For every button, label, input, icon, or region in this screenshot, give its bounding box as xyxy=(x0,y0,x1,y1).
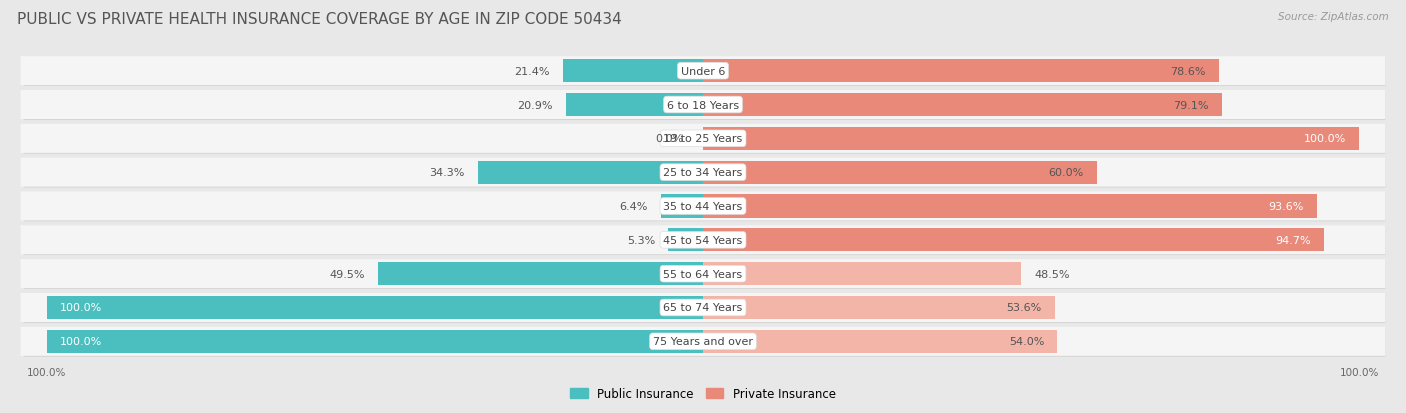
Text: 25 to 34 Years: 25 to 34 Years xyxy=(664,168,742,178)
FancyBboxPatch shape xyxy=(21,91,1385,120)
FancyBboxPatch shape xyxy=(24,159,1385,188)
Text: 34.3%: 34.3% xyxy=(429,168,465,178)
Text: 19 to 25 Years: 19 to 25 Years xyxy=(664,134,742,144)
FancyBboxPatch shape xyxy=(24,192,1385,222)
Text: 21.4%: 21.4% xyxy=(515,66,550,76)
Bar xyxy=(46,330,703,353)
FancyBboxPatch shape xyxy=(24,91,1385,121)
Bar xyxy=(703,161,1097,184)
Text: 53.6%: 53.6% xyxy=(1007,303,1042,313)
Text: 60.0%: 60.0% xyxy=(1049,168,1084,178)
Text: 35 to 44 Years: 35 to 44 Years xyxy=(664,202,742,211)
FancyBboxPatch shape xyxy=(24,260,1385,289)
FancyBboxPatch shape xyxy=(21,327,1385,356)
Text: 75 Years and over: 75 Years and over xyxy=(652,337,754,347)
Bar xyxy=(703,60,1219,83)
FancyBboxPatch shape xyxy=(21,57,1385,86)
Text: Source: ZipAtlas.com: Source: ZipAtlas.com xyxy=(1278,12,1389,22)
Bar xyxy=(703,195,1317,218)
Bar xyxy=(378,263,703,285)
Text: Under 6: Under 6 xyxy=(681,66,725,76)
Bar xyxy=(565,94,703,117)
Text: 100.0%: 100.0% xyxy=(60,303,103,313)
Text: PUBLIC VS PRIVATE HEALTH INSURANCE COVERAGE BY AGE IN ZIP CODE 50434: PUBLIC VS PRIVATE HEALTH INSURANCE COVER… xyxy=(17,12,621,27)
Bar xyxy=(668,229,703,252)
Bar xyxy=(703,263,1021,285)
Text: 49.5%: 49.5% xyxy=(329,269,366,279)
Text: 65 to 74 Years: 65 to 74 Years xyxy=(664,303,742,313)
FancyBboxPatch shape xyxy=(21,293,1385,322)
Text: 79.1%: 79.1% xyxy=(1174,100,1209,110)
Text: 100.0%: 100.0% xyxy=(1303,134,1346,144)
Text: 6.4%: 6.4% xyxy=(620,202,648,211)
FancyBboxPatch shape xyxy=(24,328,1385,357)
Legend: Public Insurance, Private Insurance: Public Insurance, Private Insurance xyxy=(565,382,841,405)
FancyBboxPatch shape xyxy=(21,226,1385,255)
Text: 78.6%: 78.6% xyxy=(1170,66,1205,76)
Bar xyxy=(661,195,703,218)
FancyBboxPatch shape xyxy=(21,124,1385,154)
Bar xyxy=(703,296,1054,319)
Bar xyxy=(562,60,703,83)
FancyBboxPatch shape xyxy=(24,294,1385,323)
Text: 45 to 54 Years: 45 to 54 Years xyxy=(664,235,742,245)
FancyBboxPatch shape xyxy=(24,58,1385,87)
Text: 55 to 64 Years: 55 to 64 Years xyxy=(664,269,742,279)
Text: 94.7%: 94.7% xyxy=(1275,235,1312,245)
FancyBboxPatch shape xyxy=(21,259,1385,289)
FancyBboxPatch shape xyxy=(24,226,1385,255)
Bar xyxy=(703,128,1360,150)
Bar xyxy=(703,94,1222,117)
Bar xyxy=(703,330,1057,353)
FancyBboxPatch shape xyxy=(24,125,1385,154)
Text: 93.6%: 93.6% xyxy=(1268,202,1303,211)
Text: 5.3%: 5.3% xyxy=(627,235,655,245)
FancyBboxPatch shape xyxy=(21,158,1385,187)
Bar xyxy=(703,229,1324,252)
Text: 54.0%: 54.0% xyxy=(1010,337,1045,347)
Text: 0.0%: 0.0% xyxy=(655,134,683,144)
Text: 20.9%: 20.9% xyxy=(517,100,553,110)
Text: 48.5%: 48.5% xyxy=(1035,269,1070,279)
Text: 6 to 18 Years: 6 to 18 Years xyxy=(666,100,740,110)
FancyBboxPatch shape xyxy=(21,192,1385,221)
Bar xyxy=(46,296,703,319)
Text: 100.0%: 100.0% xyxy=(60,337,103,347)
Bar xyxy=(478,161,703,184)
